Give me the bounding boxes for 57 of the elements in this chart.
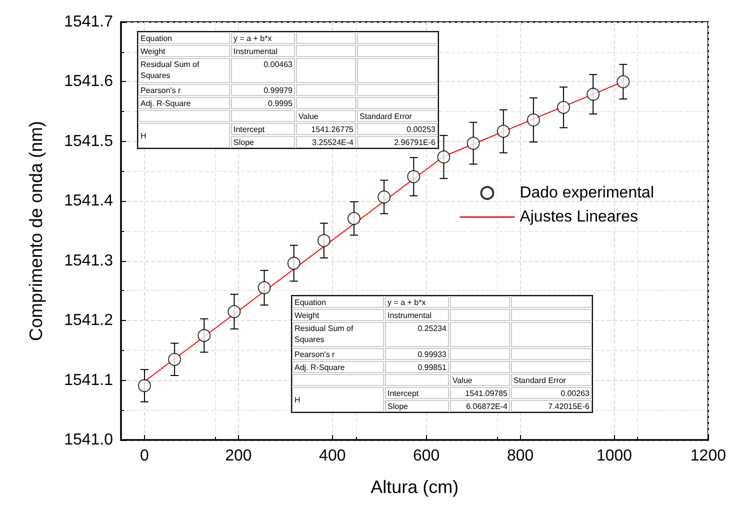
annotation: Weight xyxy=(140,47,166,56)
annotation: Weight xyxy=(294,311,320,320)
annotation: H xyxy=(294,396,300,404)
x-axis-title: Altura (cm) xyxy=(370,477,459,497)
annotation: Equation xyxy=(294,298,326,307)
annotation: 1541.26775 xyxy=(311,125,354,134)
annotation: Equation xyxy=(140,34,172,43)
y-tick-label: 1541.0 xyxy=(64,432,114,448)
annotation: Adj. R-Square xyxy=(294,363,346,372)
y-tick-label: 1541.3 xyxy=(64,252,114,270)
annotation: Pearson's r xyxy=(294,350,336,359)
x-tick-label: 1200 xyxy=(690,448,726,464)
annotation: Intercept xyxy=(234,125,266,134)
annotation: Instrumental xyxy=(388,311,432,320)
annotation: y = a + b*x xyxy=(234,34,272,43)
annotation: y = a + b*x xyxy=(388,298,426,307)
x-tick-label: 200 xyxy=(225,448,252,464)
annotation: Value xyxy=(452,376,473,385)
annotation: Instrumental xyxy=(234,47,278,56)
annotation: Standard Error xyxy=(514,376,566,385)
annotation: 0.25234 xyxy=(418,324,448,333)
annotation: 0.00253 xyxy=(406,125,436,134)
annotation: 6.06872E-4 xyxy=(466,402,508,411)
legend-label: Dado experimental xyxy=(520,184,654,202)
y-tick-label: 1541.6 xyxy=(64,73,114,90)
annotation: 0.00263 xyxy=(560,389,590,398)
x-tick-label: 800 xyxy=(506,448,534,464)
annotation: Residual Sum of Squares xyxy=(140,60,202,80)
annotation: 0.99933 xyxy=(418,350,448,359)
x-tick-label: 400 xyxy=(319,448,346,464)
annotation: 0.99851 xyxy=(418,363,448,372)
y-axis-title: Comprimento de onda (nm) xyxy=(26,120,46,342)
annotation: Slope xyxy=(234,138,255,147)
annotation: Intercept xyxy=(388,389,420,398)
annotation: H xyxy=(140,132,146,140)
annotation: Adj. R-Square xyxy=(140,99,192,108)
y-tick-label: 1541.5 xyxy=(64,132,114,150)
annotation: 7.42015E-6 xyxy=(548,402,590,411)
annotation: 1541.09785 xyxy=(465,389,508,398)
x-tick-label: 1000 xyxy=(596,448,632,464)
y-tick-label: 1541.4 xyxy=(64,192,114,210)
annotation: Value xyxy=(298,112,319,121)
annotation: 3.25524E-4 xyxy=(312,138,354,147)
y-tick-label: 1541.1 xyxy=(64,372,114,389)
annotation: 0.99979 xyxy=(264,86,294,95)
annotation: Residual Sum of Squares xyxy=(294,324,356,344)
y-tick-label: 1541.7 xyxy=(64,14,114,30)
x-tick-label: 0 xyxy=(140,448,150,464)
annotation: Slope xyxy=(388,402,409,411)
annotation: 0.00463 xyxy=(264,60,294,69)
annotation: Standard Error xyxy=(360,112,412,121)
legend-label: Ajustes Lineares xyxy=(520,208,638,226)
x-tick-label: 600 xyxy=(412,448,440,464)
annotation: 2.96791E-6 xyxy=(394,138,436,147)
annotation: 0.9995 xyxy=(268,99,294,108)
annotation: Pearson's r xyxy=(140,86,182,95)
y-tick-label: 1541.2 xyxy=(64,312,114,330)
